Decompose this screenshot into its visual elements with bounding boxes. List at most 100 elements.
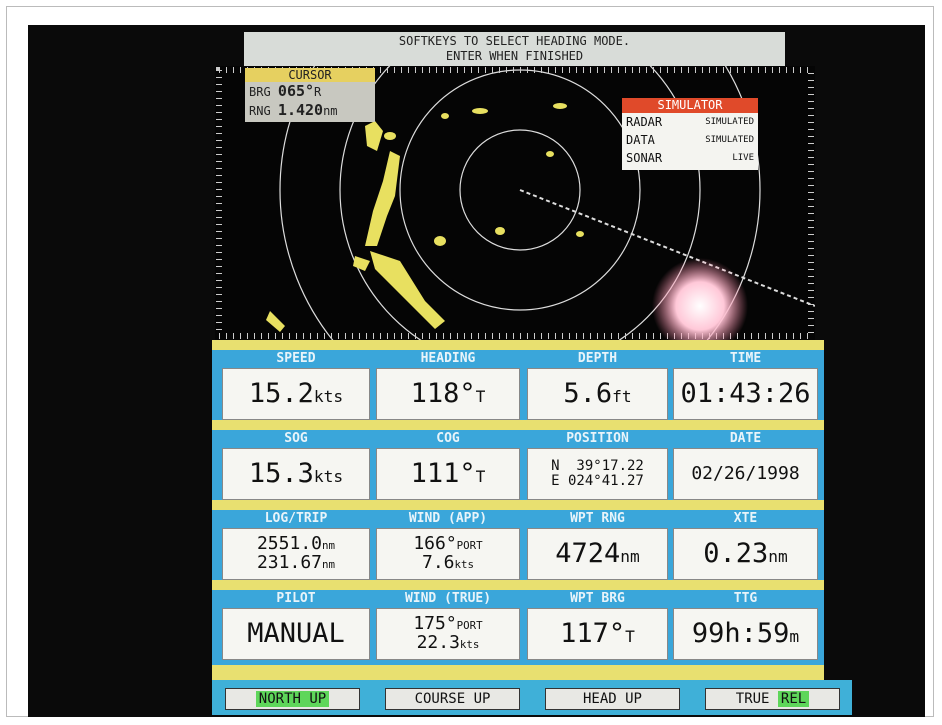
cell-value-box: 15.3kts <box>222 448 370 500</box>
cell-value: E 024°41.27 <box>551 473 644 489</box>
cell-value-line: 99h:59m <box>692 620 799 648</box>
cell-value-box: 5.6ft <box>527 368 668 420</box>
cell-value-line: 5.6ft <box>563 380 631 408</box>
softkey[interactable]: HEAD UP <box>545 688 680 710</box>
cell-unit: PORT <box>457 539 483 552</box>
cell-value-line: 01:43:26 <box>680 380 810 408</box>
cell-value-line: 111°T <box>411 460 486 488</box>
separator <box>212 665 824 680</box>
cell-value-line: 7.6kts <box>422 554 474 573</box>
cell-value-line: 118°T <box>411 380 486 408</box>
cell-value-line: 15.3kts <box>249 460 343 488</box>
cell-unit: m <box>789 627 799 646</box>
softkey[interactable]: TRUE REL <box>705 688 840 710</box>
cell-value-line: MANUAL <box>247 620 345 648</box>
cell-value-box: 02/26/1998 <box>673 448 818 500</box>
softkey-text: HEAD UP <box>583 691 642 707</box>
softkey-text: COURSE UP <box>415 691 491 707</box>
cell-value-line: 02/26/1998 <box>691 465 799 484</box>
cell-value: 166° <box>413 533 456 554</box>
cell-unit: kts <box>314 467 343 486</box>
cell-value-box: 15.2kts <box>222 368 370 420</box>
separator <box>212 500 824 510</box>
softkey-text: REL <box>778 691 809 707</box>
cell-label: WPT RNG <box>527 510 668 528</box>
separator <box>212 420 824 430</box>
cell-label: SOG <box>222 430 370 448</box>
cell-value: 02/26/1998 <box>691 463 799 484</box>
cell-value-box: N 39°17.22E 024°41.27 <box>527 448 668 500</box>
cell-value: 15.2 <box>249 378 314 409</box>
simulator-source: RADAR <box>626 113 662 131</box>
simulator-source: DATA <box>626 131 655 149</box>
cell-value: 4724 <box>555 538 620 569</box>
cell-value: 2551.0 <box>257 533 322 554</box>
data-cell: WPT RNG4724nm <box>527 510 668 580</box>
cell-unit: T <box>625 627 635 646</box>
cell-value: 118° <box>411 378 476 409</box>
data-cell: TIME01:43:26 <box>673 350 818 420</box>
cell-value: 15.3 <box>249 458 314 489</box>
cell-unit: T <box>476 387 486 406</box>
simulator-status: SIMULATED <box>705 131 754 149</box>
cell-unit: nm <box>620 547 640 566</box>
cell-label: LOG/TRIP <box>222 510 370 528</box>
cell-value: 99h:59 <box>692 618 790 649</box>
data-cell: HEADING 118°T <box>376 350 520 420</box>
cell-label: DEPTH <box>527 350 668 368</box>
cell-label: COG <box>376 430 520 448</box>
cell-label: WPT BRG <box>527 590 668 608</box>
cursor-unit: nm <box>323 104 337 118</box>
cell-value: 22.3 <box>417 632 460 653</box>
cell-unit: PORT <box>457 619 483 632</box>
cell-value-line: E 024°41.27 <box>551 474 644 489</box>
simulator-title: SIMULATOR <box>622 98 758 113</box>
cell-value-box: 01:43:26 <box>673 368 818 420</box>
cell-value: N 39°17.22 <box>551 458 644 474</box>
cursor-title: CURSOR <box>245 68 375 82</box>
data-cell: WPT BRG 117°T <box>527 590 668 660</box>
simulator-status: SIMULATED <box>705 113 754 131</box>
cell-label: POSITION <box>527 430 668 448</box>
cell-value-line: 15.2kts <box>249 380 343 408</box>
cell-unit: kts <box>460 638 480 651</box>
softkey-text: TRUE <box>736 691 770 707</box>
cell-value-box: 4724nm <box>527 528 668 580</box>
cursor-value: 1.420 <box>278 101 323 119</box>
cell-value-box: 166°PORT 7.6kts <box>376 528 520 580</box>
softkey[interactable]: COURSE UP <box>385 688 520 710</box>
cell-unit: T <box>476 467 486 486</box>
simulator-row: RADAR SIMULATED <box>622 113 758 131</box>
cell-value-line: 117°T <box>560 620 635 648</box>
cell-value-box: MANUAL <box>222 608 370 660</box>
separator <box>212 340 824 350</box>
data-cell: DEPTH 5.6ft <box>527 350 668 420</box>
cell-unit: nm <box>322 539 335 552</box>
cell-unit: nm <box>322 558 335 571</box>
data-cell: SOG 15.3kts <box>222 430 370 500</box>
cell-label: HEADING <box>376 350 520 368</box>
softkey[interactable]: NORTH UP <box>225 688 360 710</box>
cell-label: SPEED <box>222 350 370 368</box>
banner-line: ENTER WHEN FINISHED <box>244 49 785 64</box>
simulator-source: SONAR <box>626 149 662 167</box>
data-cell: COG 111°T <box>376 430 520 500</box>
cell-unit: nm <box>768 547 788 566</box>
cell-unit: kts <box>455 558 475 571</box>
separator <box>212 580 824 590</box>
cell-label: PILOT <box>222 590 370 608</box>
cell-value-box: 0.23nm <box>673 528 818 580</box>
cell-value: 231.67 <box>257 552 322 573</box>
cursor-row: RNG 1.420nm <box>245 101 375 120</box>
banner-line: SOFTKEYS TO SELECT HEADING MODE. <box>244 34 785 49</box>
cursor-label: RNG <box>249 104 271 118</box>
cell-value: 01:43:26 <box>680 378 810 409</box>
